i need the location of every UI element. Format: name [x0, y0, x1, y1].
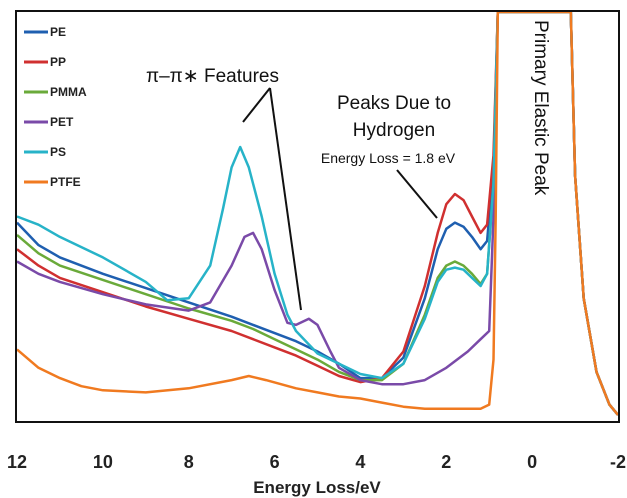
plot-frame [15, 10, 620, 423]
x-tick-label: -2 [610, 452, 626, 472]
pointer-line-pi-2 [269, 87, 302, 311]
x-tick-label: 4 [355, 452, 365, 472]
series-line-ptfe [16, 10, 619, 416]
x-tick-label: 12 [7, 452, 27, 472]
x-tick-label: 0 [527, 452, 537, 472]
x-axis-title: Energy Loss/eV [253, 478, 381, 497]
x-tick-label: 6 [270, 452, 280, 472]
legend-label-pet: PET [50, 115, 74, 129]
annotation-peaks-line1: Peaks Due to [337, 93, 451, 114]
x-tick-label: 10 [93, 452, 113, 472]
x-tick-labels: 12 10 8 6 4 2 0 -2 [7, 452, 626, 472]
legend: PE PP PMMA PET PS PTFE [24, 25, 87, 189]
series-layer [16, 10, 619, 416]
legend-label-pe: PE [50, 25, 66, 39]
x-tick-label: 8 [184, 452, 194, 472]
pointer-line-hydrogen [396, 169, 438, 219]
pointer-line-pi-1 [242, 87, 271, 123]
x-tick-label: 2 [441, 452, 451, 472]
annotation-energy-loss: Energy Loss = 1.8 eV [321, 150, 456, 166]
annotation-primary-peak: Primary Elastic Peak [530, 20, 551, 196]
legend-label-pp: PP [50, 55, 66, 69]
legend-label-ptfe: PTFE [50, 175, 81, 189]
annotations: π–π∗ Features Peaks Due to Hydrogen Ener… [146, 20, 551, 311]
legend-label-ps: PS [50, 145, 66, 159]
legend-label-pmma: PMMA [50, 85, 87, 99]
series-line-ps [16, 10, 619, 416]
annotation-pi-features: π–π∗ Features [146, 66, 279, 87]
annotation-peaks-line2: Hydrogen [353, 120, 435, 141]
